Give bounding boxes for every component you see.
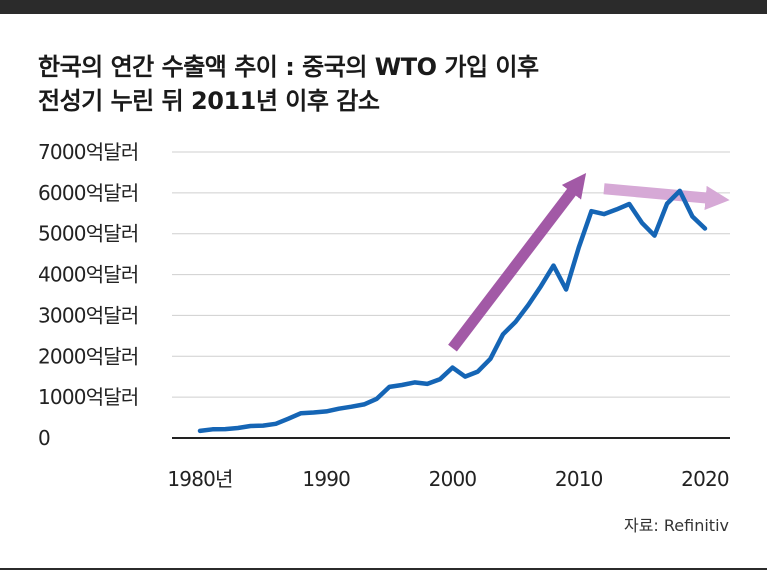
y-tick-label-0: 0 <box>38 426 50 450</box>
y-tick-label-3: 3000억달러 <box>38 303 139 327</box>
y-tick-label-2: 2000억달러 <box>38 344 139 368</box>
decline-trend-arrow <box>603 183 730 210</box>
bottom-rule <box>0 568 767 570</box>
title-line-2: 전성기 누린 뒤 2011년 이후 감소 <box>38 87 380 115</box>
series-line-0 <box>197 188 708 434</box>
x-tick-label-3: 2010 <box>555 467 603 491</box>
y-tick-label-5: 5000억달러 <box>38 222 139 246</box>
x-tick-label-1: 1990 <box>302 467 350 491</box>
growth-trend-arrow <box>448 173 587 352</box>
y-tick-label-4: 4000억달러 <box>38 263 139 287</box>
y-tick-label-6: 6000억달러 <box>38 181 139 205</box>
x-tick-label-2: 2000 <box>429 467 477 491</box>
y-tick-label-1: 1000억달러 <box>38 385 139 409</box>
top-bar <box>0 0 767 14</box>
title-line-1: 한국의 연간 수출액 추이 : 중국의 WTO 가입 이후 <box>38 53 539 81</box>
source-note: 자료: Refinitiv <box>623 516 729 535</box>
chart-title: 한국의 연간 수출액 추이 : 중국의 WTO 가입 이후 전성기 누린 뒤 2… <box>38 50 539 118</box>
y-tick-label-7: 7000억달러 <box>38 140 139 164</box>
x-tick-label-4: 2020 <box>681 467 729 491</box>
x-tick-label-0: 1980년 <box>167 467 232 491</box>
